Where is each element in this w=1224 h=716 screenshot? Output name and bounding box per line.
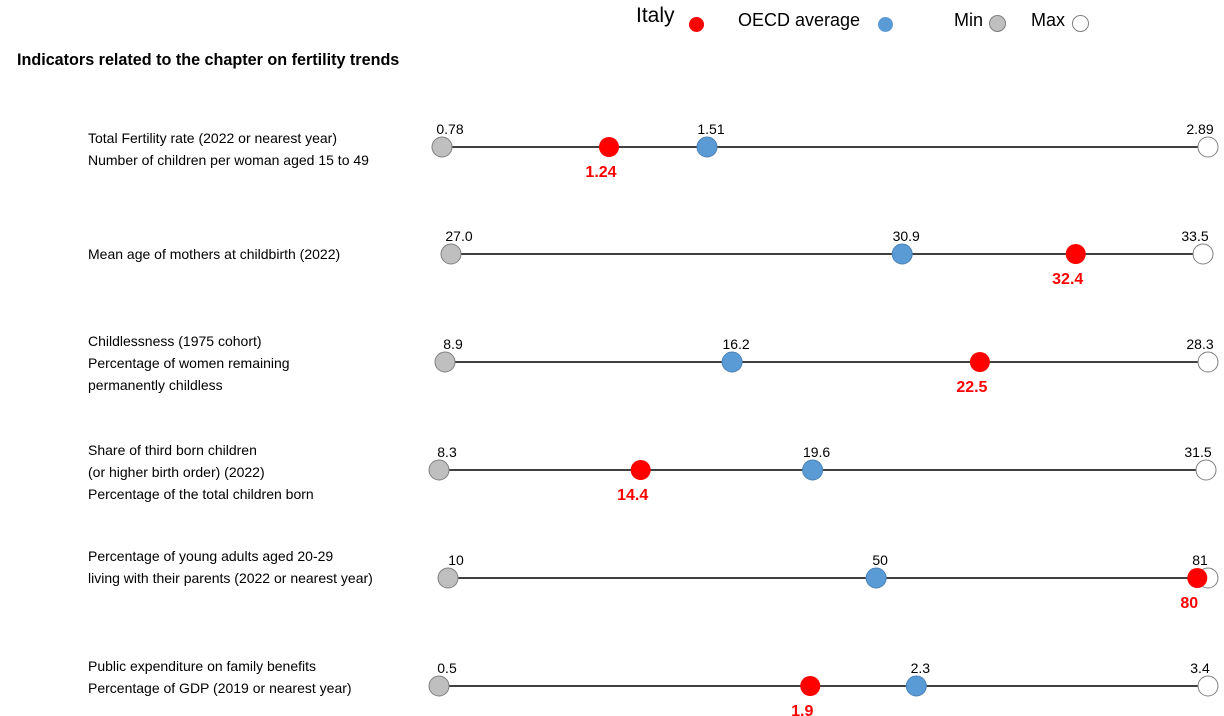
- min-marker: [437, 567, 459, 589]
- min-value-label: 10: [448, 552, 464, 568]
- min-marker: [428, 675, 450, 697]
- indicator-row: [434, 351, 1219, 373]
- oecd-marker: [905, 675, 927, 697]
- min-marker: [434, 351, 456, 373]
- min-marker: [431, 136, 453, 158]
- indicator-label: Mean age of mothers at childbirth (2022): [88, 243, 418, 265]
- indicator-label-line: Public expenditure on family benefits: [88, 658, 317, 674]
- min-value-label: 8.9: [443, 336, 463, 352]
- oecd-marker: [891, 243, 913, 265]
- indicator-row: [437, 567, 1219, 589]
- indicator-label: Childlessness (1975 cohort) Percentage of…: [88, 330, 418, 396]
- oecd-value-label: 2.3: [911, 660, 931, 676]
- indicator-row: [428, 459, 1217, 481]
- max-marker: [1197, 351, 1219, 373]
- italy-marker: [630, 460, 651, 480]
- oecd-value-label: 16.2: [722, 336, 749, 352]
- oecd-marker: [721, 351, 743, 373]
- oecd-marker: [802, 459, 824, 481]
- max-marker: [1197, 675, 1219, 697]
- legend-label-italy: Italy: [636, 4, 675, 27]
- min-marker: [440, 243, 462, 265]
- min-value-label: 0.78: [436, 121, 463, 137]
- oecd-marker: [865, 567, 887, 589]
- indicator-label-line: Percentage of GDP (2019 or nearest year): [88, 680, 352, 696]
- indicator-label: Total Fertility rate (2022 or nearest ye…: [88, 127, 418, 171]
- oecd-value-label: 30.9: [893, 228, 920, 244]
- oecd-value-label: 50: [872, 552, 888, 568]
- min-marker: [428, 459, 450, 481]
- max-value-label: 2.89: [1186, 121, 1213, 137]
- max-value-label: 31.5: [1184, 444, 1211, 460]
- legend-label-min: Min: [954, 10, 984, 30]
- indicator-label-line: Number of children per woman aged 15 to …: [88, 152, 369, 168]
- italy-value-label: 32.4: [1052, 271, 1083, 288]
- indicator-label-line: Percentage of the total children born: [88, 486, 314, 502]
- indicator-label-line: Mean age of mothers at childbirth (2022): [88, 246, 341, 262]
- italy-value-label: 22.5: [956, 379, 987, 396]
- indicator-label: Share of third born children (or higher b…: [88, 439, 418, 505]
- indicator-label-line: Total Fertility rate (2022 or nearest ye…: [88, 130, 337, 146]
- legend-dot-oecd: [878, 17, 893, 32]
- indicator-label: Percentage of young adults aged 20-29 liv…: [88, 545, 418, 589]
- min-value-label: 27.0: [445, 228, 472, 244]
- legend-dot-italy: [689, 17, 704, 32]
- indicator-label-line: Percentage of young adults aged 20-29: [88, 548, 334, 564]
- max-value-label: 3.4: [1190, 660, 1210, 676]
- italy-value-label: 14.4: [617, 487, 648, 504]
- legend-label-max: Max: [1031, 10, 1066, 30]
- indicator-label-line: Childlessness (1975 cohort): [88, 333, 262, 349]
- italy-value-label: 1.9: [791, 703, 813, 716]
- legend-label-oecd: OECD average: [738, 10, 861, 30]
- oecd-value-label: 1.51: [697, 121, 724, 137]
- legend: Italy OECD average Min Max: [0, 0, 1224, 44]
- indicator-row: [440, 243, 1214, 265]
- indicator-label: Public expenditure on family benefits Per…: [88, 655, 418, 699]
- italy-marker: [1065, 244, 1086, 264]
- italy-marker: [800, 676, 821, 696]
- italy-marker: [598, 137, 619, 157]
- indicator-row: [428, 675, 1219, 697]
- oecd-marker: [696, 136, 718, 158]
- italy-value-label: 80: [1180, 595, 1198, 612]
- max-value-label: 28.3: [1186, 336, 1213, 352]
- italy-marker: [969, 352, 990, 372]
- indicator-row: [431, 136, 1219, 158]
- indicator-label-line: Share of third born children: [88, 442, 257, 458]
- indicator-label-line: (or higher birth order) (2022): [88, 464, 265, 480]
- max-value-label: 33.5: [1181, 228, 1208, 244]
- chart-title: Indicators related to the chapter on fer…: [17, 50, 400, 69]
- max-marker: [1192, 243, 1214, 265]
- min-value-label: 0.5: [437, 660, 457, 676]
- legend-dot-min: [989, 15, 1006, 32]
- max-marker: [1197, 136, 1219, 158]
- italy-marker: [1187, 568, 1208, 588]
- indicator-label-line: permanently childless: [88, 377, 223, 393]
- min-value-label: 8.3: [437, 444, 457, 460]
- max-marker: [1195, 459, 1217, 481]
- indicator-label-line: Percentage of women remaining: [88, 355, 290, 371]
- indicator-label-line: living with their parents (2022 or neare…: [88, 570, 373, 586]
- legend-dot-max: [1072, 15, 1089, 32]
- oecd-value-label: 19.6: [803, 444, 830, 460]
- max-value-label: 81: [1192, 552, 1208, 568]
- italy-value-label: 1.24: [585, 164, 616, 181]
